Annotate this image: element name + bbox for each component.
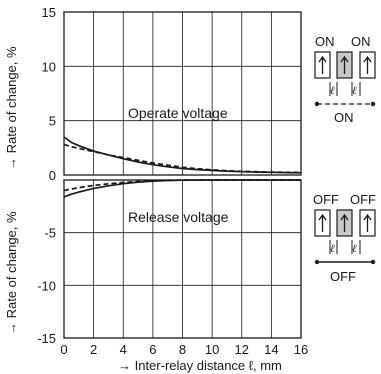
ell-symbol: ℓ xyxy=(330,243,335,255)
x-tick-label: 10 xyxy=(205,342,219,357)
arrow-icon xyxy=(318,213,327,232)
arrow-icon xyxy=(363,213,372,232)
x-tick-label: 6 xyxy=(149,342,156,357)
y-tick-label: 15 xyxy=(42,5,56,20)
legend-on-left: ON xyxy=(315,34,335,49)
ell-symbol: ℓ xyxy=(330,85,335,97)
arrow-icon xyxy=(340,213,349,232)
distance-marks xyxy=(329,82,361,96)
x-axis-label: → Inter-relay distance ℓ, mm xyxy=(118,358,282,373)
x-tick-label: 8 xyxy=(179,342,186,357)
legend-on-bottom: ON xyxy=(334,110,354,125)
x-tick-label: 4 xyxy=(120,342,127,357)
vertical-gridlines xyxy=(93,12,272,338)
x-tick-label: 16 xyxy=(294,342,308,357)
release-dashed-curve xyxy=(63,179,301,192)
legend-off-left: OFF xyxy=(313,192,339,207)
legend-off-right: OFF xyxy=(350,192,376,207)
distance-marks xyxy=(329,240,361,254)
x-tick-label: 2 xyxy=(90,342,97,357)
y-tick-label: -15 xyxy=(37,331,56,346)
connector-dot xyxy=(314,101,320,107)
arrow-icon xyxy=(340,55,349,74)
operate-dashed-curve xyxy=(63,143,302,174)
legend-off-bottom: OFF xyxy=(330,269,356,284)
y-tick-label: 5 xyxy=(49,114,56,129)
x-tick-label: 12 xyxy=(235,342,249,357)
y-tick-label: 0 xyxy=(49,168,56,183)
tick-labels: 0 5 10 15 -5 -10 -15 0 2 4 6 8 10 12 14 16 xyxy=(37,5,308,357)
horizontal-gridlines xyxy=(64,65,301,286)
x-tick-label: 0 xyxy=(60,342,67,357)
x-tick-label: 14 xyxy=(264,342,278,357)
y-tick-label: -5 xyxy=(44,226,56,241)
release-voltage-label: Release voltage xyxy=(128,209,229,225)
legend-on-right: ON xyxy=(351,34,371,49)
arrow-icon xyxy=(363,55,372,74)
curves xyxy=(63,136,302,198)
connector-dot xyxy=(370,259,376,265)
connector-dot xyxy=(314,259,320,265)
operate-voltage-label: Operate voltage xyxy=(128,105,228,121)
legend-on: ON ON ℓ ℓ ON xyxy=(314,34,376,125)
top-panel-frame xyxy=(63,11,302,176)
y-axis-label-bottom: → Rate of change, % xyxy=(4,211,19,335)
ell-symbol: ℓ xyxy=(352,243,357,255)
connector-dot xyxy=(370,101,376,107)
arrow-icon xyxy=(318,55,327,74)
y-tick-label: -10 xyxy=(37,278,56,293)
legend-off: OFF OFF ℓ ℓ OFF xyxy=(313,192,376,284)
y-axis-label-top: → Rate of change, % xyxy=(4,46,19,170)
y-tick-label: 10 xyxy=(42,59,56,74)
ell-symbol: ℓ xyxy=(352,85,357,97)
